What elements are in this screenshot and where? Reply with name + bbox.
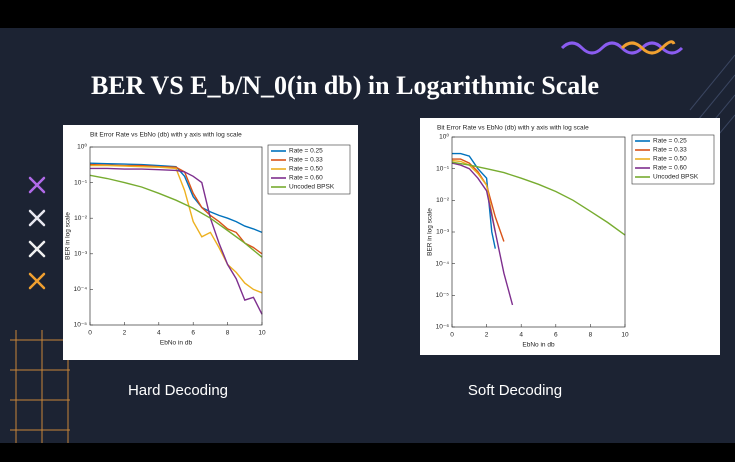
x-tick-label: 2 <box>123 330 127 337</box>
legend-label: Rate = 0.33 <box>653 147 687 154</box>
legend-label: Uncoded BPSK <box>289 184 335 191</box>
cross-decoration <box>28 176 46 290</box>
legend-label: Rate = 0.33 <box>289 157 323 164</box>
legend-label: Rate = 0.50 <box>289 166 323 173</box>
y-axis-label: BER in log scale <box>427 208 434 256</box>
x-tick-label: 0 <box>88 330 92 337</box>
x-tick-label: 8 <box>589 332 593 339</box>
x-tick-label: 4 <box>519 332 523 339</box>
x-tick-label: 6 <box>191 330 195 337</box>
y-tick-label: 10⁻¹ <box>74 179 88 186</box>
x-tick-label: 0 <box>450 332 454 339</box>
y-tick-label: 10⁰ <box>77 143 87 151</box>
y-tick-label: 10⁰ <box>439 133 449 141</box>
series-line <box>452 152 496 249</box>
y-tick-label: 10⁻² <box>436 197 450 204</box>
chart-title: Bit Error Rate vs EbNo (db) with y axis … <box>437 125 589 132</box>
y-tick-label: 10⁻⁵ <box>74 322 88 329</box>
legend-label: Rate = 0.60 <box>289 175 323 182</box>
y-tick-label: 10⁻³ <box>436 229 450 236</box>
series-line <box>452 158 505 242</box>
series-line <box>451 159 496 233</box>
caption: Soft Decoding <box>468 382 562 399</box>
y-axis-label: BER in log scale <box>65 212 72 260</box>
legend-label: Rate = 0.50 <box>653 156 687 163</box>
slide-title: BER VS E_b/N_0(in db) in Logarithmic Sca… <box>91 71 599 100</box>
plot-area <box>89 146 263 326</box>
plot-area <box>451 136 626 328</box>
y-tick-label: 10⁻² <box>74 215 88 222</box>
series-line <box>90 164 263 294</box>
series-line <box>90 167 263 315</box>
y-tick-label: 10⁻³ <box>74 251 88 258</box>
y-tick-label: 10⁻⁶ <box>436 324 450 331</box>
x-axis-label: EbNo in db <box>522 342 555 349</box>
series-line <box>89 174 263 258</box>
legend-label: Rate = 0.60 <box>653 165 687 172</box>
chart-title: Bit Error Rate vs EbNo (db) with y axis … <box>90 132 242 139</box>
x-tick-label: 6 <box>554 332 558 339</box>
legend-label: Rate = 0.25 <box>653 138 687 145</box>
y-tick-label: 10⁻⁴ <box>436 260 450 267</box>
x-tick-label: 10 <box>621 332 629 339</box>
legend-label: Uncoded BPSK <box>653 174 699 181</box>
legend-label: Rate = 0.25 <box>289 148 323 155</box>
x-tick-label: 8 <box>226 330 230 337</box>
wave-decoration <box>620 40 676 55</box>
caption: Hard Decoding <box>128 382 228 399</box>
series-line <box>89 163 263 255</box>
x-tick-label: 2 <box>485 332 489 339</box>
y-tick-label: 10⁻⁵ <box>436 292 450 299</box>
series-line <box>451 162 514 306</box>
y-tick-label: 10⁻¹ <box>436 165 450 172</box>
x-tick-label: 4 <box>157 330 161 337</box>
x-axis-label: EbNo in db <box>160 340 193 347</box>
x-tick-label: 10 <box>258 330 266 337</box>
y-tick-label: 10⁻⁴ <box>74 286 88 293</box>
series-line <box>451 161 626 236</box>
series-line <box>89 162 263 234</box>
